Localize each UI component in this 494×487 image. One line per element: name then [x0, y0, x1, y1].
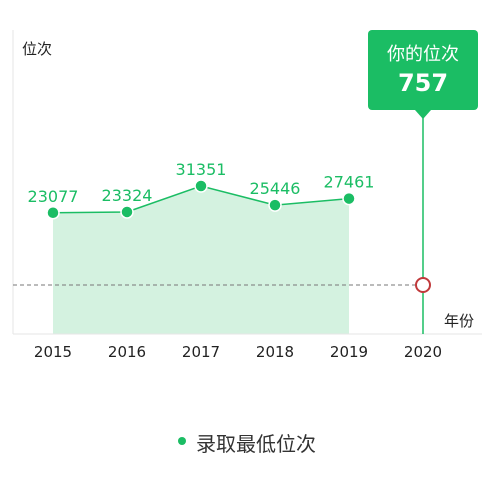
x-tick-label: 2017	[182, 343, 220, 361]
data-point	[46, 206, 60, 220]
data-label: 23324	[102, 186, 153, 205]
data-label: 27461	[324, 173, 375, 192]
x-tick-label: 2019	[330, 343, 368, 361]
x-tick-label: 2016	[108, 343, 146, 361]
data-label: 31351	[176, 160, 227, 179]
reference-marker	[415, 277, 431, 293]
x-tick-label: 2020	[404, 343, 442, 361]
y-axis-title: 位次	[22, 40, 52, 58]
callout-pointer	[415, 110, 431, 119]
x-tick-label: 2015	[34, 343, 72, 361]
x-axis-title: 年份	[444, 312, 474, 330]
data-point	[268, 198, 282, 212]
callout-value: 757	[398, 69, 448, 97]
legend-label: 录取最低位次	[196, 432, 316, 456]
legend: 录取最低位次	[0, 428, 494, 457]
data-label: 23077	[28, 187, 79, 206]
area-fill	[53, 186, 349, 334]
data-point	[120, 205, 134, 219]
x-tick-label: 2018	[256, 343, 294, 361]
data-point	[342, 191, 356, 206]
callout-box	[368, 30, 478, 110]
legend-marker-icon	[178, 436, 186, 445]
data-label: 25446	[250, 179, 301, 198]
callout-title: 你的位次	[387, 44, 459, 65]
data-point	[194, 179, 208, 193]
